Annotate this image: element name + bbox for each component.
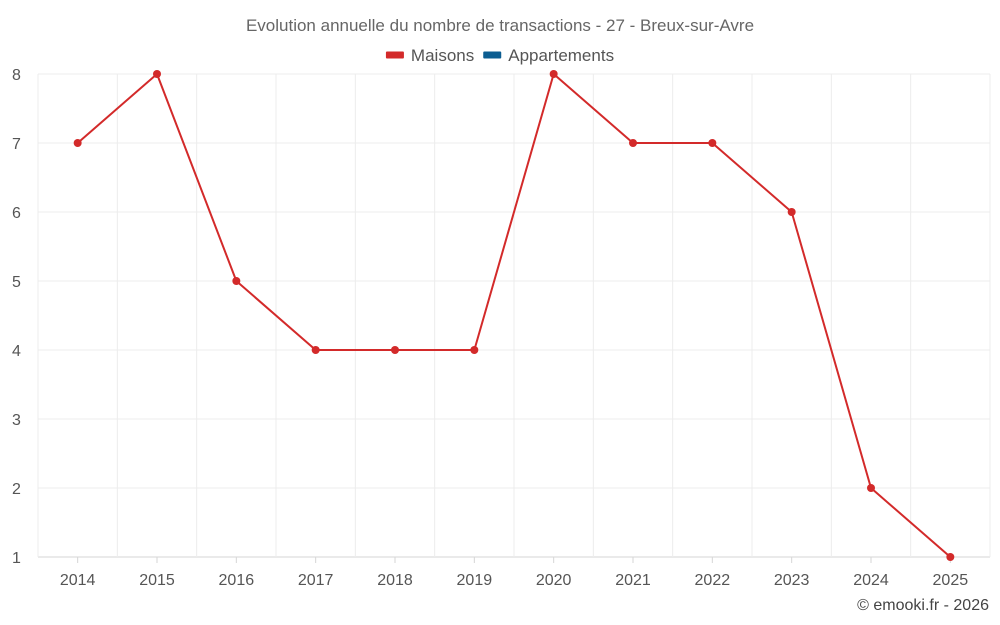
data-point-2018[interactable] (391, 346, 399, 354)
y-tick-label: 7 (12, 136, 21, 153)
legend: Maisons Appartements (385, 46, 614, 65)
x-tick-label: 2016 (219, 572, 255, 589)
legend-label: Appartements (508, 46, 614, 65)
legend-swatch (483, 51, 502, 59)
x-axis-tick-labels: 2014 2015 2016 2017 2018 2019 2020 2021 2022 2023… (60, 572, 968, 589)
data-point-2020[interactable] (549, 70, 558, 78)
x-tick-label: 2017 (298, 572, 334, 589)
y-tick-label: 6 (12, 205, 21, 222)
x-tick-label: 2022 (695, 572, 731, 589)
x-tick-label: 2024 (853, 572, 889, 589)
y-tick-label: 5 (12, 274, 21, 291)
x-tick-label: 2018 (377, 572, 413, 589)
credit-text: © emooki.fr - 2026 (857, 597, 989, 614)
data-point-2024[interactable] (867, 484, 875, 492)
x-tick-label: 2015 (139, 572, 175, 589)
chart-title: Evolution annuelle du nombre de transact… (246, 16, 754, 35)
y-tick-label: 3 (12, 412, 21, 429)
x-tick-label: 2020 (536, 572, 572, 589)
legend-swatch (385, 51, 404, 59)
series-line-maisons (77, 73, 951, 558)
y-tick-label: 1 (12, 550, 21, 567)
data-point-2023[interactable] (787, 208, 796, 216)
data-point-2019[interactable] (470, 346, 479, 354)
data-point-2017[interactable] (311, 346, 320, 354)
legend-item-maisons[interactable]: Maisons (385, 46, 474, 65)
x-tick-label: 2019 (457, 572, 493, 589)
legend-item-appartements[interactable]: Appartements (483, 46, 614, 65)
data-point-2014[interactable] (73, 139, 82, 147)
y-tick-label: 2 (12, 481, 21, 498)
series-layer (73, 70, 955, 561)
data-point-2016[interactable] (232, 277, 241, 285)
legend-label: Maisons (411, 46, 474, 65)
data-point-2021[interactable] (629, 139, 637, 147)
y-tick-label: 8 (12, 67, 21, 84)
data-point-2022[interactable] (708, 139, 717, 147)
x-tick-label: 2021 (615, 572, 651, 589)
x-tick-label: 2025 (933, 572, 969, 589)
data-point-2015[interactable] (153, 70, 161, 78)
data-point-2025[interactable] (946, 553, 955, 561)
grid-lines (37, 73, 991, 563)
x-tick-label: 2014 (60, 572, 96, 589)
y-axis-tick-labels: 1 2 3 4 5 6 7 8 (12, 67, 21, 567)
x-tick-label: 2023 (774, 572, 810, 589)
y-tick-label: 4 (12, 343, 21, 360)
